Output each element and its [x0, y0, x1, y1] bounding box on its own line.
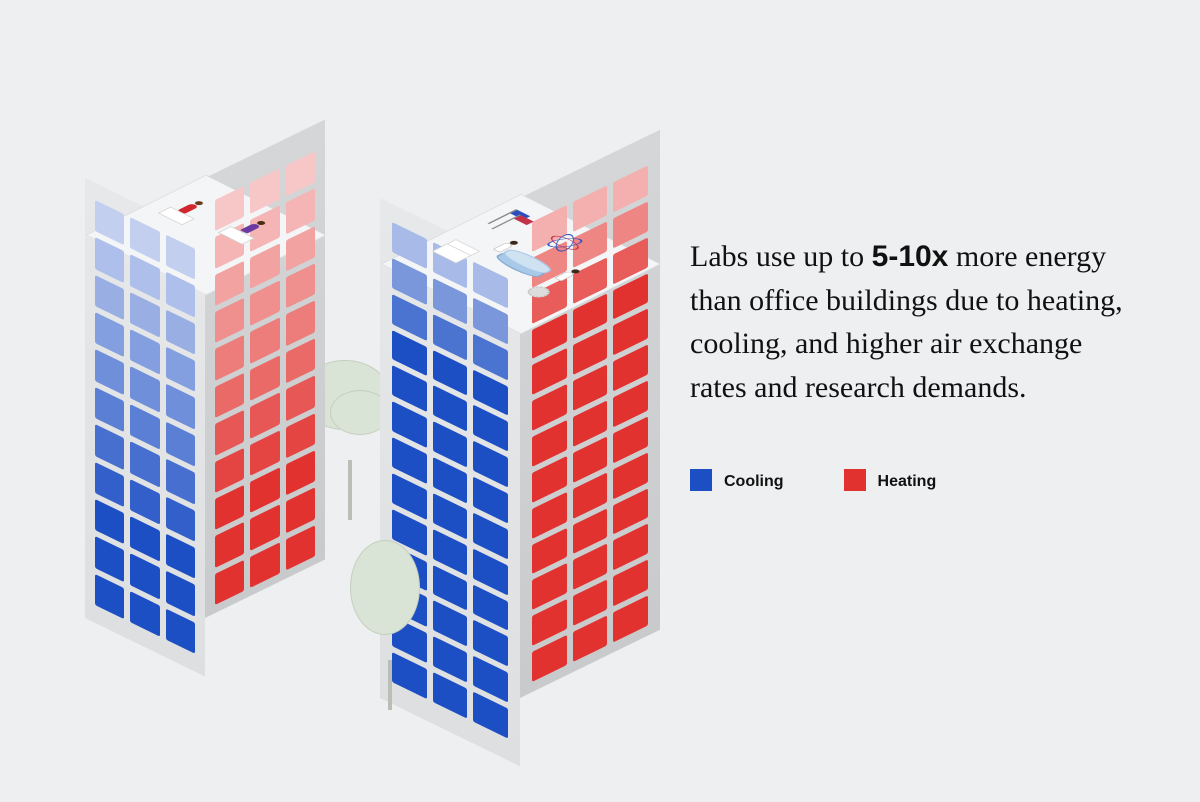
legend-item-cooling: Cooling	[690, 469, 784, 491]
scientist-icon	[554, 271, 575, 282]
heating-swatch	[844, 469, 866, 491]
legend-label: Cooling	[724, 473, 784, 490]
legend: Cooling Heating	[690, 469, 1140, 491]
window-cell	[166, 459, 195, 505]
copy-pre: Labs use up to	[690, 240, 872, 273]
flag-icon	[491, 215, 521, 230]
window-cell	[130, 553, 159, 599]
legend-label: Heating	[878, 473, 937, 490]
person-icon	[178, 203, 199, 214]
window-cell	[130, 441, 159, 487]
gear-icon	[523, 284, 554, 300]
window-cell	[95, 536, 124, 582]
cooling-swatch	[690, 469, 712, 491]
atom-icon	[539, 230, 590, 255]
tree-icon	[345, 540, 435, 710]
description-text: Labs use up to 5-10x more energy than of…	[690, 235, 1140, 409]
person-icon	[240, 223, 261, 234]
window-cell	[95, 424, 124, 470]
copy-emph: 5-10x	[872, 240, 949, 273]
legend-item-heating: Heating	[844, 469, 937, 491]
window-cell	[166, 571, 195, 617]
description-block: Labs use up to 5-10x more energy than of…	[690, 235, 1140, 491]
infographic-stage: .flag.blue::after{background:#2a4ec0}.fl…	[0, 0, 1200, 802]
